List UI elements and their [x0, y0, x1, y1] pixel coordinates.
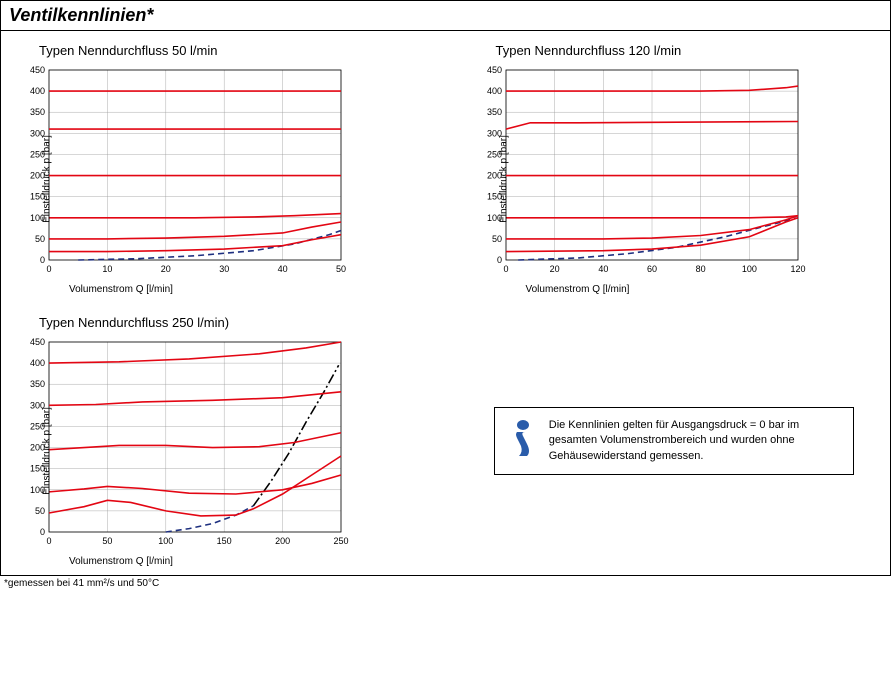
info-text: Die Kennlinien gelten für Ausgangsdruck … [549, 418, 839, 464]
svg-text:0: 0 [46, 536, 51, 546]
svg-text:50: 50 [336, 264, 346, 274]
svg-text:0: 0 [40, 255, 45, 265]
svg-text:40: 40 [278, 264, 288, 274]
chart-250: Typen Nenndurchfluss 250 l/min) Einstell… [9, 315, 426, 567]
chart-title: Typen Nenndurchfluss 120 l/min [496, 43, 883, 58]
svg-text:120: 120 [790, 264, 805, 274]
svg-text:50: 50 [491, 234, 501, 244]
svg-text:30: 30 [219, 264, 229, 274]
svg-text:200: 200 [275, 536, 290, 546]
chart-title: Typen Nenndurchfluss 250 l/min) [39, 315, 426, 330]
svg-text:450: 450 [30, 337, 45, 347]
chart-120: Typen Nenndurchfluss 120 l/min Einstelld… [466, 43, 883, 295]
svg-text:80: 80 [695, 264, 705, 274]
info-cell: Die Kennlinien gelten für Ausgangsdruck … [466, 315, 883, 567]
svg-text:40: 40 [598, 264, 608, 274]
info-box: Die Kennlinien gelten für Ausgangsdruck … [494, 407, 854, 475]
svg-text:450: 450 [486, 65, 501, 75]
svg-text:250: 250 [333, 536, 348, 546]
chart-title: Typen Nenndurchfluss 50 l/min [39, 43, 426, 58]
chart-svg: 0204060801001200501001502002503003504004… [466, 62, 806, 282]
chart-svg: 01020304050050100150200250300350400450 [9, 62, 349, 282]
svg-text:400: 400 [30, 358, 45, 368]
svg-text:60: 60 [646, 264, 656, 274]
svg-text:400: 400 [486, 86, 501, 96]
svg-text:350: 350 [30, 379, 45, 389]
svg-text:50: 50 [35, 506, 45, 516]
svg-text:20: 20 [549, 264, 559, 274]
svg-text:0: 0 [503, 264, 508, 274]
chart-50: Typen Nenndurchfluss 50 l/min Einstelldr… [9, 43, 426, 295]
svg-text:50: 50 [35, 234, 45, 244]
svg-text:0: 0 [46, 264, 51, 274]
svg-text:400: 400 [30, 86, 45, 96]
y-axis-label: Einstelldruck p [bar] [41, 407, 52, 495]
svg-text:350: 350 [30, 107, 45, 117]
y-axis-label: Einstelldruck p [bar] [41, 135, 52, 223]
info-icon [509, 418, 537, 458]
svg-text:350: 350 [486, 107, 501, 117]
section-header: Ventilkennlinien* [1, 1, 890, 31]
x-axis-label: Volumenstrom Q [l/min] [69, 284, 426, 295]
svg-text:0: 0 [40, 527, 45, 537]
svg-text:50: 50 [102, 536, 112, 546]
svg-text:20: 20 [161, 264, 171, 274]
y-axis-label: Einstelldruck p [bar] [498, 135, 509, 223]
svg-text:0: 0 [496, 255, 501, 265]
content-grid: Typen Nenndurchfluss 50 l/min Einstelldr… [1, 31, 890, 575]
x-axis-label: Volumenstrom Q [l/min] [526, 284, 883, 295]
svg-text:150: 150 [217, 536, 232, 546]
x-axis-label: Volumenstrom Q [l/min] [69, 556, 426, 567]
footnote: *gemessen bei 41 mm²/s und 50°C [0, 576, 893, 591]
svg-text:450: 450 [30, 65, 45, 75]
page-frame: Ventilkennlinien* Typen Nenndurchfluss 5… [0, 0, 891, 576]
chart-svg: 0501001502002500501001502002503003504004… [9, 334, 349, 554]
svg-text:10: 10 [102, 264, 112, 274]
svg-text:100: 100 [741, 264, 756, 274]
svg-text:100: 100 [158, 536, 173, 546]
